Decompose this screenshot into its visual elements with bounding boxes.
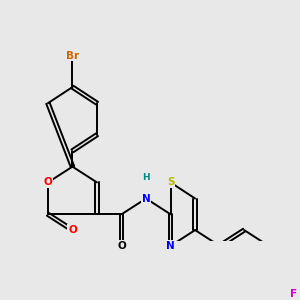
Text: N: N bbox=[166, 241, 175, 251]
Text: H: H bbox=[142, 173, 150, 182]
Text: O: O bbox=[117, 241, 126, 251]
Text: O: O bbox=[68, 225, 77, 235]
Text: F: F bbox=[290, 289, 297, 299]
Text: N: N bbox=[142, 194, 150, 203]
Text: S: S bbox=[167, 177, 174, 188]
Text: O: O bbox=[44, 177, 52, 188]
Text: Br: Br bbox=[66, 50, 79, 61]
